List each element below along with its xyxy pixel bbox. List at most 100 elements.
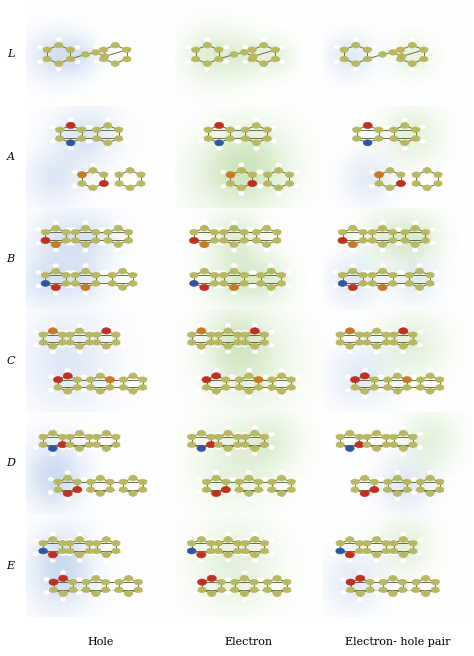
Circle shape <box>369 170 374 174</box>
Circle shape <box>378 52 387 57</box>
Circle shape <box>129 281 137 286</box>
Circle shape <box>230 388 236 392</box>
Circle shape <box>378 241 387 247</box>
Circle shape <box>349 225 357 231</box>
Circle shape <box>62 272 70 278</box>
Circle shape <box>77 350 82 354</box>
Circle shape <box>58 332 67 338</box>
Circle shape <box>240 272 248 278</box>
Circle shape <box>66 340 74 345</box>
Circle shape <box>143 577 148 581</box>
Circle shape <box>241 541 249 546</box>
Circle shape <box>390 136 398 141</box>
Circle shape <box>274 598 280 601</box>
Circle shape <box>49 579 58 585</box>
Circle shape <box>230 587 239 592</box>
Circle shape <box>66 441 74 447</box>
Circle shape <box>398 54 406 59</box>
Circle shape <box>409 332 417 338</box>
Circle shape <box>133 228 138 232</box>
Circle shape <box>100 284 106 288</box>
Circle shape <box>215 47 223 52</box>
Circle shape <box>201 264 207 268</box>
Circle shape <box>393 475 401 481</box>
Circle shape <box>39 340 47 345</box>
Circle shape <box>442 170 448 174</box>
Circle shape <box>44 591 49 594</box>
Circle shape <box>215 445 221 449</box>
Circle shape <box>364 343 369 347</box>
Circle shape <box>271 47 280 52</box>
Circle shape <box>346 445 354 451</box>
Circle shape <box>191 47 200 52</box>
Text: D: D <box>6 459 15 468</box>
Circle shape <box>240 281 248 286</box>
Circle shape <box>333 270 338 274</box>
Circle shape <box>182 343 187 347</box>
Circle shape <box>384 432 389 436</box>
Circle shape <box>119 479 128 485</box>
Circle shape <box>335 60 340 64</box>
Circle shape <box>217 118 222 121</box>
Circle shape <box>55 127 64 133</box>
Circle shape <box>73 479 82 485</box>
Circle shape <box>93 571 99 575</box>
Circle shape <box>52 225 60 231</box>
Circle shape <box>223 45 228 49</box>
Circle shape <box>420 140 426 143</box>
Circle shape <box>242 539 247 543</box>
Circle shape <box>390 548 398 554</box>
Circle shape <box>230 268 238 274</box>
Circle shape <box>44 577 49 581</box>
Circle shape <box>357 539 363 543</box>
Circle shape <box>86 140 91 143</box>
Circle shape <box>213 470 219 474</box>
Circle shape <box>102 430 110 436</box>
Circle shape <box>192 577 198 581</box>
Circle shape <box>296 388 301 392</box>
Circle shape <box>114 491 119 494</box>
Circle shape <box>115 587 123 592</box>
Circle shape <box>263 587 272 592</box>
Circle shape <box>379 587 387 592</box>
Circle shape <box>201 291 207 295</box>
Circle shape <box>417 264 422 268</box>
Circle shape <box>96 491 104 497</box>
Circle shape <box>215 56 223 62</box>
Circle shape <box>236 445 241 449</box>
Circle shape <box>209 539 214 543</box>
Circle shape <box>102 537 110 543</box>
Circle shape <box>399 328 408 334</box>
Circle shape <box>286 270 291 274</box>
Circle shape <box>260 441 269 447</box>
Circle shape <box>263 225 271 231</box>
Circle shape <box>408 61 416 66</box>
Text: Electron: Electron <box>225 636 273 647</box>
Circle shape <box>357 598 363 601</box>
Circle shape <box>197 343 206 349</box>
Circle shape <box>230 491 236 494</box>
Circle shape <box>123 125 128 129</box>
Circle shape <box>60 343 65 347</box>
Circle shape <box>234 332 242 338</box>
Circle shape <box>221 487 230 493</box>
Circle shape <box>110 591 115 594</box>
Circle shape <box>420 125 426 129</box>
Circle shape <box>251 552 259 558</box>
Circle shape <box>224 445 232 451</box>
Circle shape <box>211 490 221 497</box>
Circle shape <box>251 445 259 451</box>
Circle shape <box>109 591 115 594</box>
Circle shape <box>296 491 301 494</box>
Circle shape <box>236 539 241 543</box>
Circle shape <box>214 228 219 232</box>
Circle shape <box>188 441 196 447</box>
Circle shape <box>360 490 369 497</box>
Text: B: B <box>6 254 15 264</box>
Circle shape <box>336 332 344 338</box>
Circle shape <box>411 136 420 141</box>
Circle shape <box>251 270 256 274</box>
Circle shape <box>410 68 415 71</box>
Circle shape <box>401 140 409 146</box>
Circle shape <box>428 470 433 474</box>
